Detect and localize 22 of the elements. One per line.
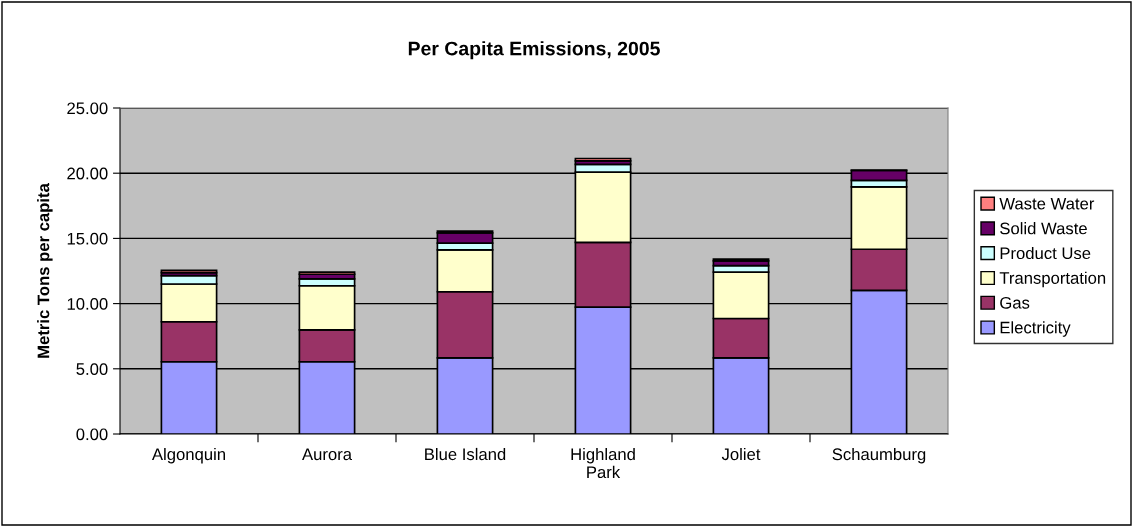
y-tick-label: 10.00 [67,298,108,310]
legend-label: Product Use [1000,246,1091,260]
y-tick-label: 5.00 [76,363,108,375]
x-tick-label: Algonquin [151,447,225,464]
y-axis-title: Metric Tons per capita [37,183,53,358]
y-tick-label: 20.00 [67,167,108,180]
y-tick-label: 25.00 [67,102,108,115]
x-tick-label: Aurora [302,448,353,461]
bar [574,157,632,162]
legend-label: Gas [1000,296,1030,309]
x-tick-label: Highland Park [571,447,635,479]
bar [298,271,356,276]
x-tick-label: Schaumburg [832,447,926,464]
x-tick-label: Joliet [721,447,761,461]
legend-label: Electricity [1000,321,1071,337]
chart-title: Per Capita Emissions, 2005 [408,41,660,60]
legend-label: Solid Waste [1000,222,1087,235]
y-tick-label: 15.00 [67,232,108,245]
x-tick-label: Blue Island [425,447,506,461]
legend-label: Transportation [999,271,1106,288]
y-tick-label: 0.00 [76,428,108,441]
legend-label: Waste Water [999,197,1095,210]
